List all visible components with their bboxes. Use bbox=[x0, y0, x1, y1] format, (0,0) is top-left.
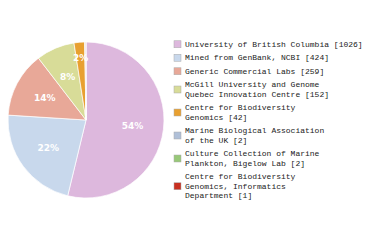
legend-item: Centre for BiodiversityGenomics [42] bbox=[174, 103, 296, 122]
legend-label-line: Centre for Biodiversity bbox=[185, 103, 296, 112]
legend-label-line: Genomics, Informatics bbox=[185, 182, 286, 191]
legend-item: Marine Biological Associationof the UK [… bbox=[174, 126, 324, 145]
legend-label-line: Centre for Biodiversity bbox=[185, 172, 296, 181]
legend-swatch bbox=[174, 68, 181, 75]
legend-label: McGill University and GenomeQuebec Innov… bbox=[185, 80, 329, 99]
legend-swatch bbox=[174, 155, 181, 162]
legend-item: Culture Collection of MarinePlankton, Bi… bbox=[174, 149, 320, 168]
legend-label-line: Department [1] bbox=[185, 191, 252, 200]
legend-label-line: Plankton, Bigelow Lab [2] bbox=[185, 159, 305, 168]
legend-label: University of British Columbia [1026] bbox=[185, 40, 363, 49]
legend-item: Generic Commercial Labs [259] bbox=[174, 67, 324, 76]
legend-label: Mined from GenBank, NCBI [424] bbox=[185, 53, 329, 62]
legend-label: Generic Commercial Labs [259] bbox=[185, 67, 324, 76]
legend-swatch bbox=[174, 54, 181, 61]
legend-label: Centre for BiodiversityGenomics, Informa… bbox=[185, 172, 296, 200]
data-label: 2% bbox=[73, 53, 88, 63]
legend-label: Centre for BiodiversityGenomics [42] bbox=[185, 103, 296, 122]
legend-item: Mined from GenBank, NCBI [424] bbox=[174, 53, 329, 62]
legend-label: Culture Collection of MarinePlankton, Bi… bbox=[185, 149, 320, 168]
legend-label-line: Generic Commercial Labs [259] bbox=[185, 67, 324, 76]
legend-label-line: Marine Biological Association bbox=[185, 126, 324, 135]
legend-label-line: Culture Collection of Marine bbox=[185, 149, 320, 158]
legend-swatch bbox=[174, 86, 181, 93]
pie-slice bbox=[8, 115, 86, 196]
legend-label-line: Quebec Innovation Centre [152] bbox=[185, 90, 329, 99]
legend-label-line: McGill University and Genome bbox=[185, 80, 320, 89]
chart: 54% 22% 14% 8% 2% University of British Colum… bbox=[0, 0, 380, 240]
legend-swatch bbox=[174, 109, 181, 116]
data-label: 22% bbox=[38, 143, 60, 153]
legend-swatch bbox=[174, 132, 181, 139]
legend-swatch bbox=[174, 41, 181, 48]
legend-swatch bbox=[174, 183, 181, 190]
legend: University of British Columbia [1026] Min… bbox=[174, 40, 363, 201]
data-label: 54% bbox=[122, 121, 144, 131]
pie: 54% 22% 14% 8% 2% bbox=[8, 42, 164, 198]
legend-label-line: Mined from GenBank, NCBI [424] bbox=[185, 53, 329, 62]
legend-label-line: University of British Columbia [1026] bbox=[185, 40, 363, 49]
legend-label-line: of the UK [2] bbox=[185, 136, 247, 145]
legend-item: Centre for BiodiversityGenomics, Informa… bbox=[174, 172, 296, 200]
legend-item: McGill University and GenomeQuebec Innov… bbox=[174, 80, 329, 99]
legend-item: University of British Columbia [1026] bbox=[174, 40, 363, 49]
legend-label-line: Genomics [42] bbox=[185, 113, 247, 122]
data-label: 14% bbox=[34, 93, 56, 103]
data-label: 8% bbox=[60, 72, 75, 82]
legend-label: Marine Biological Associationof the UK [… bbox=[185, 126, 324, 145]
